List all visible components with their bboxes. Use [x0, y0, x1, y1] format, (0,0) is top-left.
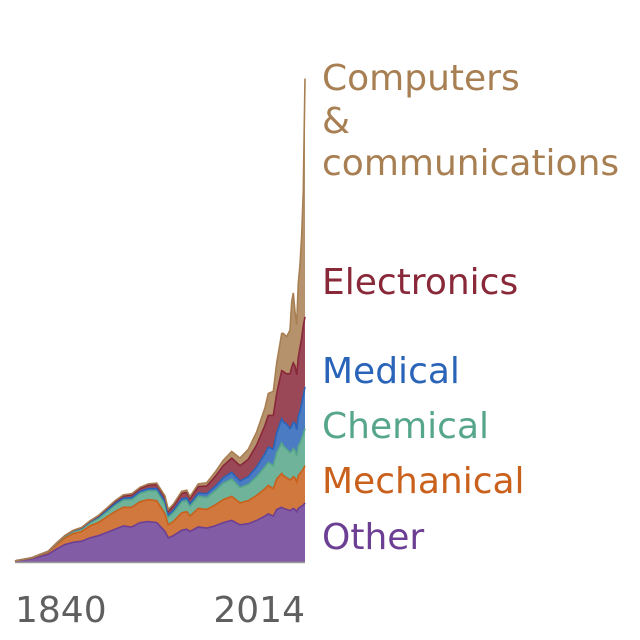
line-mechanical — [14, 465, 306, 562]
series-label-computers-line2: & — [322, 101, 350, 142]
series-label-electronics: Electronics — [322, 262, 518, 303]
series-label-computers-line3: communications — [322, 143, 619, 184]
line-other — [14, 502, 306, 562]
area-outline-group — [14, 78, 306, 562]
series-label-medical: Medical — [322, 351, 460, 392]
area-series-group — [15, 78, 305, 562]
series-label-computers-line1: Computers — [322, 58, 520, 99]
series-label-chemical: Chemical — [322, 406, 489, 447]
x-tick-label-start: 1840 — [15, 590, 107, 631]
series-label-mechanical: Mechanical — [322, 461, 525, 502]
line-chemical — [14, 428, 306, 562]
area-chemical — [15, 428, 305, 561]
x-tick-label-end: 2014 — [213, 590, 305, 631]
series-label-other: Other — [322, 517, 424, 558]
line-computers-communications — [14, 78, 306, 562]
area-other — [15, 502, 305, 562]
area-mechanical — [15, 465, 305, 561]
